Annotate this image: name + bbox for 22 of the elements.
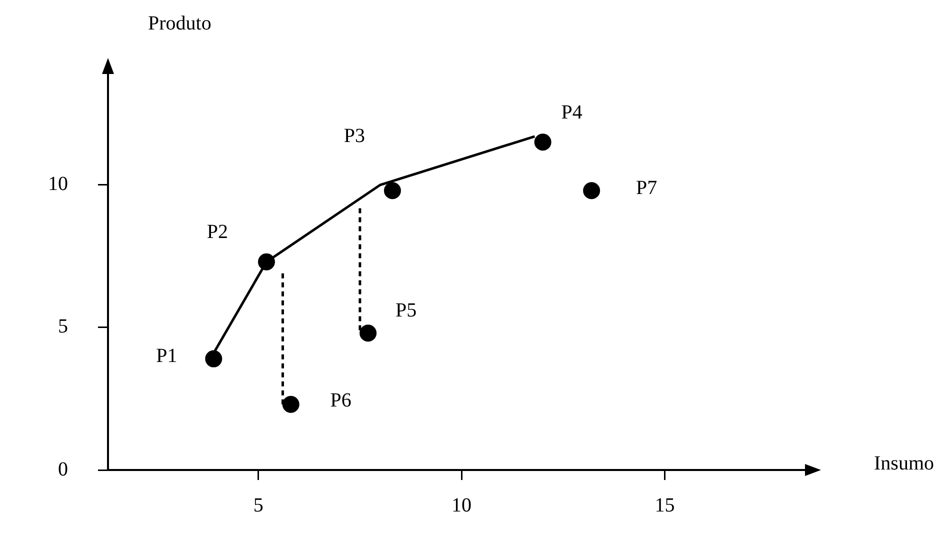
x-tick-label: 5 <box>253 494 264 516</box>
point <box>258 253 275 270</box>
annotation: P1 <box>156 345 178 368</box>
y-tick-label: 10 <box>48 173 68 196</box>
annotation: P6 <box>330 390 352 412</box>
point <box>534 134 552 151</box>
annotation: P3 <box>344 124 366 147</box>
annotation: P2 <box>206 221 228 244</box>
point <box>282 396 300 413</box>
x-axis-title: Insumo <box>874 452 934 474</box>
annotation: P5 <box>396 299 417 322</box>
y-tick-label: 5 <box>58 316 68 338</box>
x-tick-label: 15 <box>654 494 675 516</box>
x-tick-label: 10 <box>452 494 472 516</box>
point <box>205 350 222 368</box>
y-axis-title: Produto <box>148 12 212 34</box>
annotation: P7 <box>636 176 658 199</box>
annotation: P4 <box>561 101 582 124</box>
y-tick-label: 0 <box>58 458 68 480</box>
point <box>360 324 377 342</box>
point <box>384 182 401 200</box>
point <box>583 182 600 200</box>
